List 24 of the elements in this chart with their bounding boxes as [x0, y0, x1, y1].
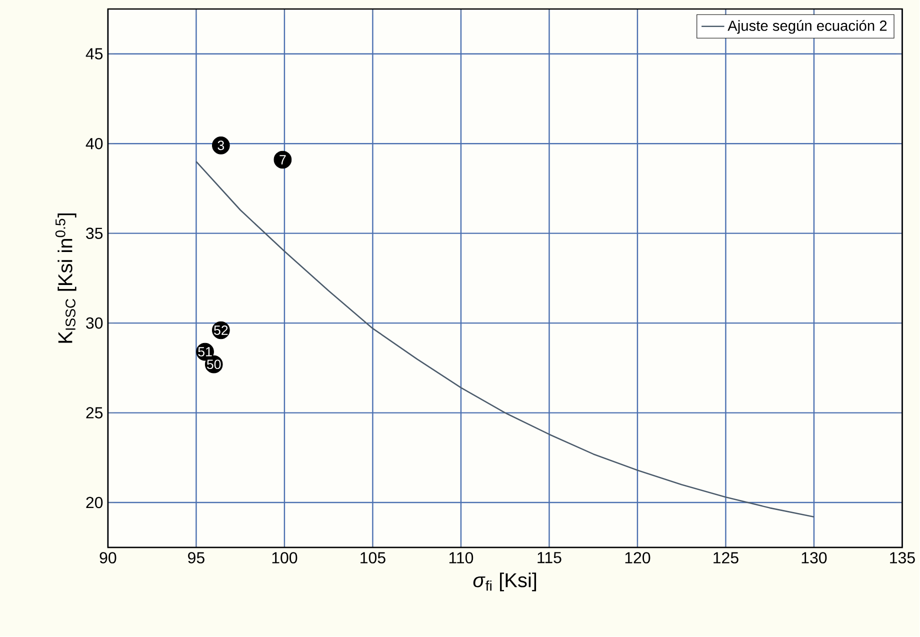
y-axis-title: K$_{ISSC}$ [Ksi in$^{0.5}$] [55, 214, 76, 343]
x-tick-label: 135 [890, 552, 915, 564]
x-tick-label: 100 [272, 552, 298, 564]
y-tick-label: 20 [86, 497, 103, 508]
y-tick-label: 35 [86, 228, 103, 240]
annotation: 3 [218, 140, 224, 150]
legend-label: Ajuste según ecuación 2 [728, 20, 887, 34]
y-tick-label: 30 [86, 318, 103, 329]
x-tick-label: 125 [714, 552, 738, 564]
y-tick-label: 40 [86, 138, 103, 150]
x-tick-label: 105 [360, 552, 386, 564]
x-tick-label: 90 [100, 552, 116, 564]
annotation: 51 [198, 347, 212, 357]
annotation: 7 [280, 155, 286, 164]
x-tick-label: 130 [802, 552, 827, 564]
annotation: 50 [206, 360, 221, 370]
x-tick-label: 95 [188, 552, 204, 564]
x-tick-label: 110 [449, 552, 474, 564]
x-tick-label: 120 [625, 552, 650, 564]
y-tick-label: 45 [86, 48, 103, 60]
y-tick-label: 25 [86, 407, 103, 419]
annotation: 52 [214, 326, 228, 336]
x-axis-title: σ$_{fi}$ [Ksi] [473, 572, 536, 592]
x-tick-label: 115 [538, 552, 562, 564]
